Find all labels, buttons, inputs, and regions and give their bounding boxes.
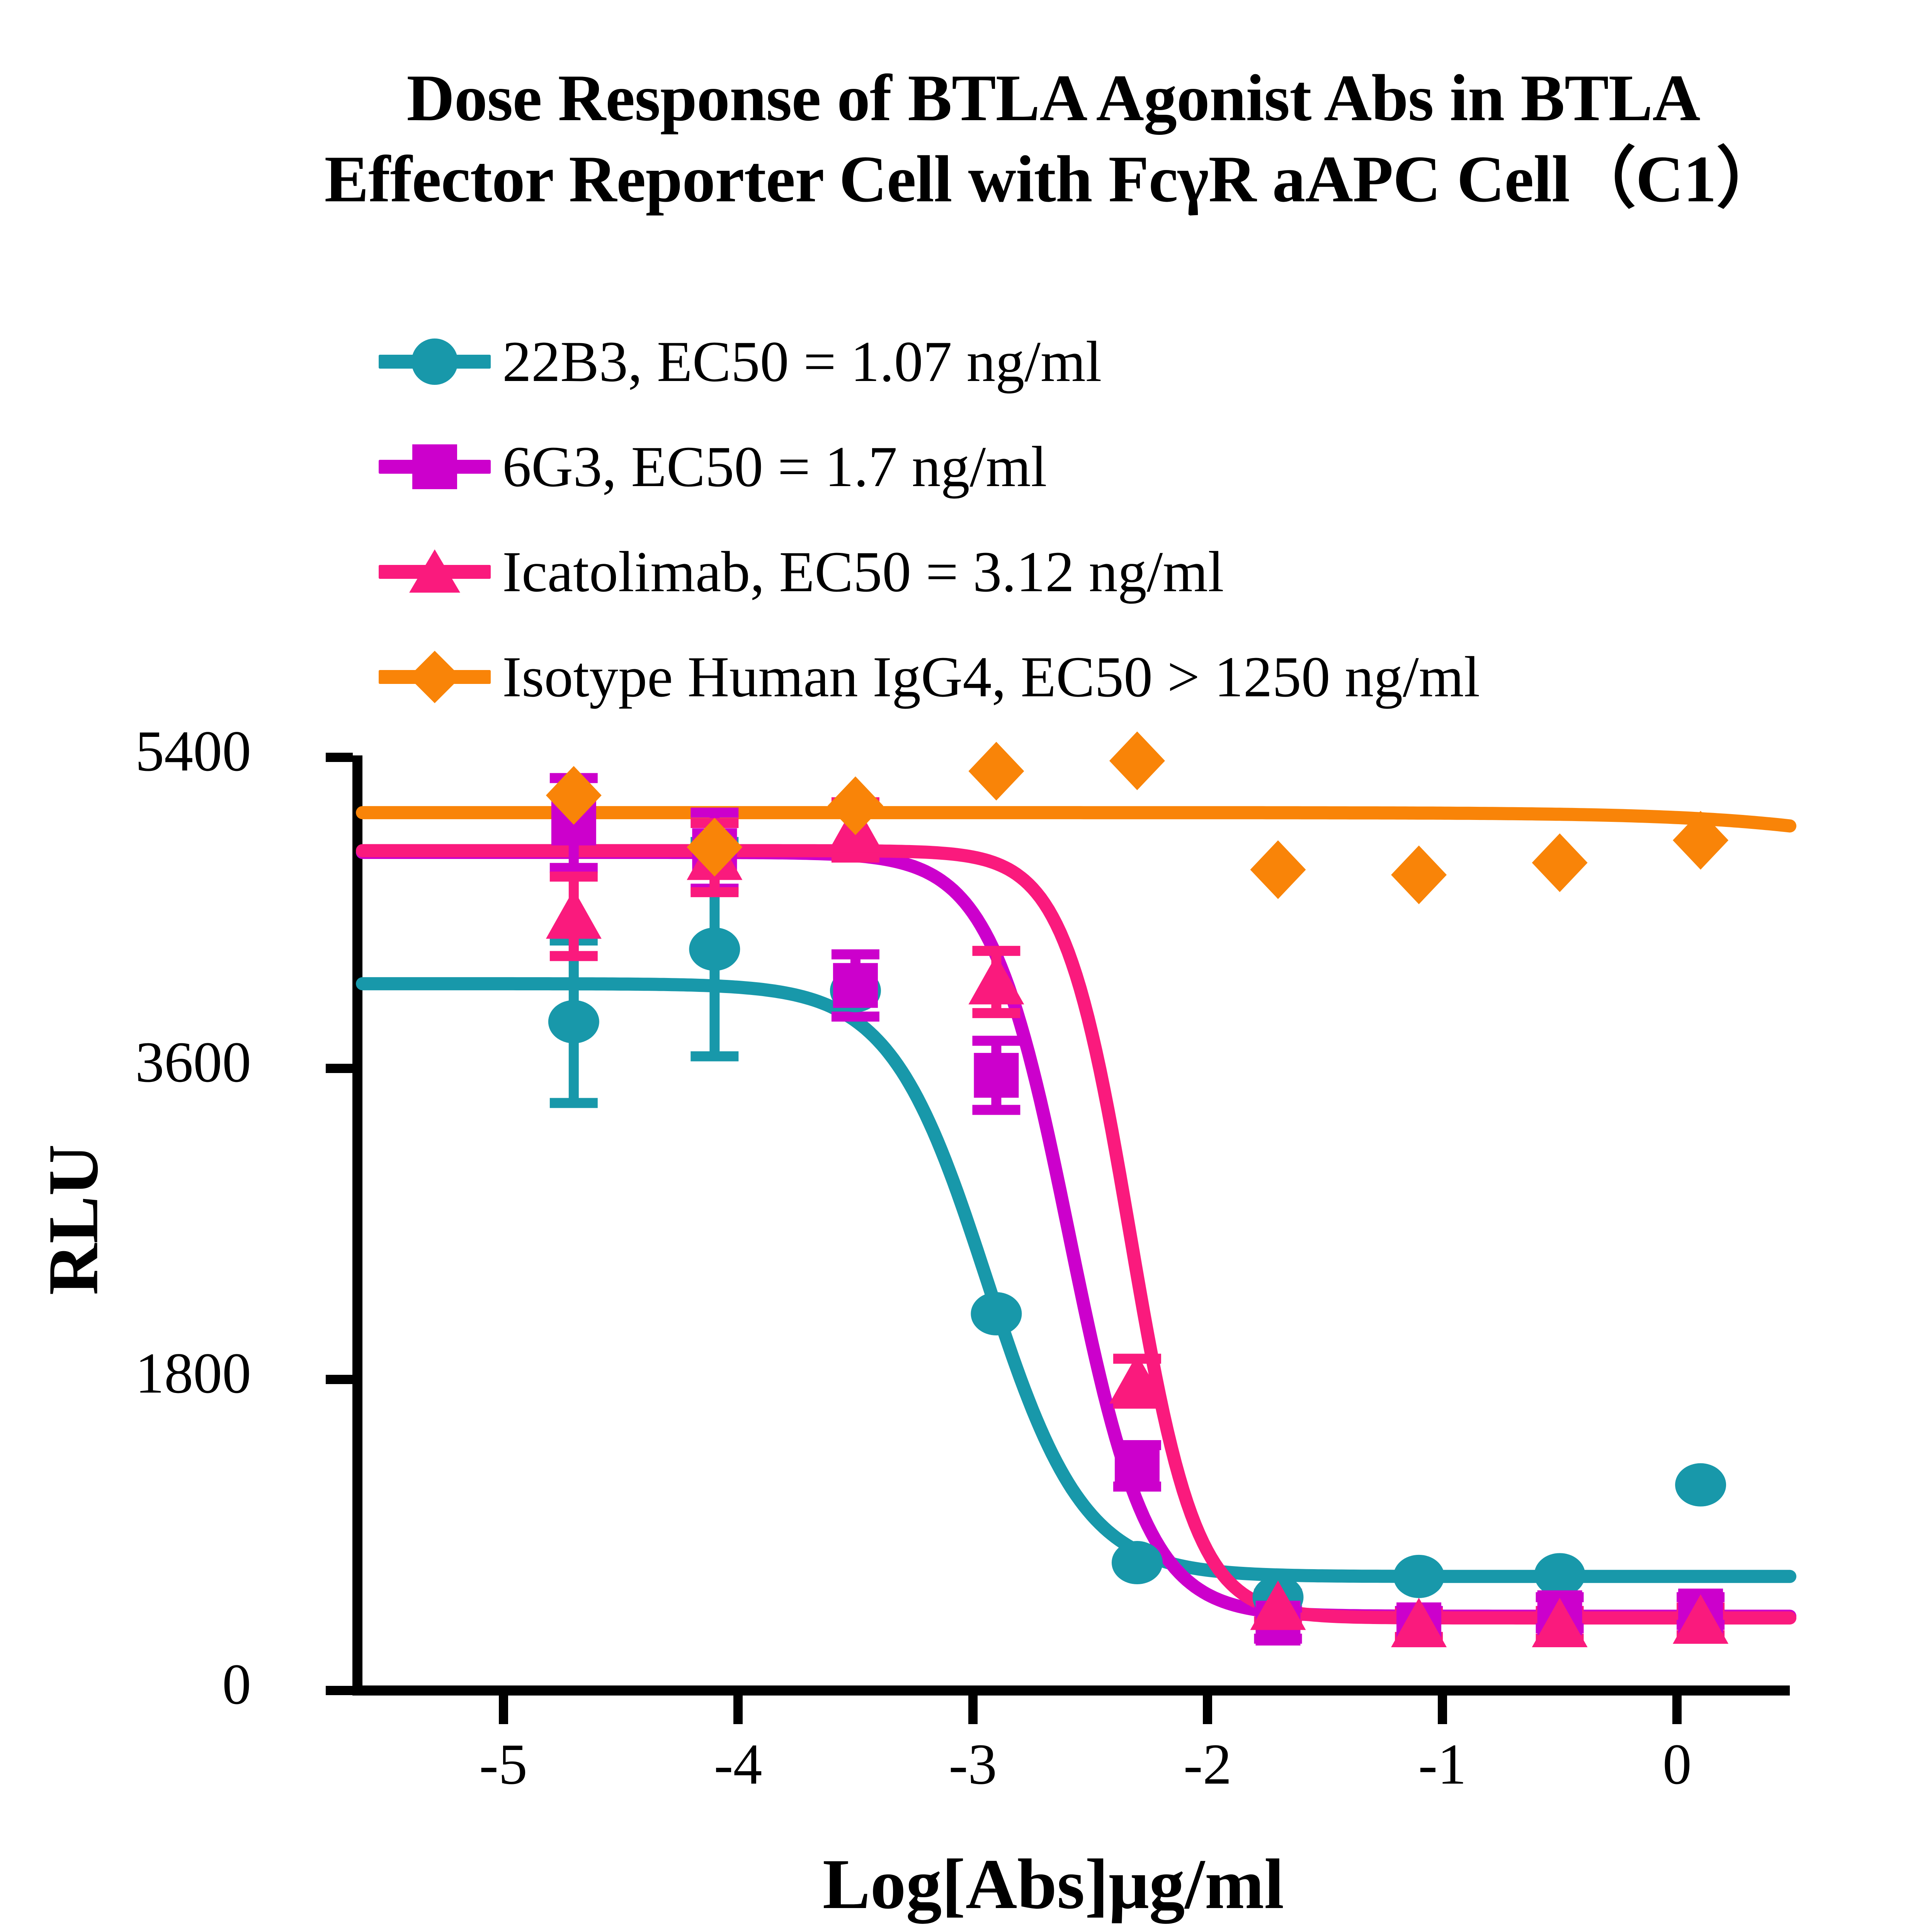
data-point-triangle xyxy=(1391,1598,1447,1648)
x-tick xyxy=(1437,1696,1447,1724)
data-point-triangle xyxy=(1109,1354,1165,1404)
data-point-diamond xyxy=(1391,845,1447,905)
legend-marker-icatolimab xyxy=(379,549,491,593)
data-point-square xyxy=(833,963,878,1008)
data-point-triangle xyxy=(1250,1580,1306,1630)
data-point-circle xyxy=(1675,1463,1726,1507)
x-tick xyxy=(733,1696,743,1724)
legend-label-22b3: 22B3, EC50 = 1.07 ng/ml xyxy=(502,330,1102,394)
data-point-triangle xyxy=(1673,1594,1729,1644)
data-point-square xyxy=(1114,1443,1160,1488)
data-point-square xyxy=(1537,1590,1582,1635)
x-tick-label: -4 xyxy=(714,1732,762,1796)
legend-label-6g3: 6G3, EC50 = 1.7 ng/ml xyxy=(502,435,1047,499)
x-tick xyxy=(498,1696,508,1724)
x-tick-label: -2 xyxy=(1183,1732,1232,1796)
square-icon xyxy=(412,444,457,489)
data-point-square xyxy=(1396,1602,1442,1648)
y-tick-label: 3600 xyxy=(135,1030,251,1094)
chart-title: Dose Response of BTLA Agonist Abs in BTL… xyxy=(0,58,1932,220)
data-point-diamond xyxy=(1109,731,1165,790)
data-point-circle xyxy=(689,927,740,971)
legend-marker-22b3 xyxy=(379,338,491,385)
chart-title-line-1: Dose Response of BTLA Agonist Abs in BTL… xyxy=(406,61,1700,135)
data-point-triangle xyxy=(968,955,1024,1005)
x-tick-label: -3 xyxy=(949,1732,997,1796)
data-point-diamond xyxy=(827,776,883,835)
chart-legend: 22B3, EC50 = 1.07 ng/ml 6G3, EC50 = 1.7 … xyxy=(379,309,1932,730)
y-axis-label: RLU xyxy=(34,1144,113,1295)
legend-label-icatolimab: Icatolimab, EC50 = 3.12 ng/ml xyxy=(502,540,1224,604)
x-tick xyxy=(1203,1696,1213,1724)
y-axis-line xyxy=(352,755,362,1695)
x-tick xyxy=(968,1696,978,1724)
data-point-circle xyxy=(971,1292,1022,1336)
x-tick xyxy=(1672,1696,1682,1724)
data-point-circle xyxy=(548,1000,599,1044)
data-point-diamond xyxy=(1532,833,1588,892)
data-point-diamond xyxy=(1673,811,1729,870)
data-point-triangle xyxy=(687,830,743,880)
data-point-triangle xyxy=(1532,1598,1588,1648)
legend-item-6g3[interactable]: 6G3, EC50 = 1.7 ng/ml xyxy=(379,414,1932,519)
data-point-circle xyxy=(1111,1541,1163,1585)
y-tick xyxy=(326,1686,353,1695)
data-point-diamond xyxy=(546,766,602,825)
legend-label-isotype: Isotype Human IgG4, EC50 > 1250 ng/ml xyxy=(502,645,1480,709)
data-point-circle xyxy=(1252,1575,1304,1619)
chart-title-line-2: Effector Reporter Cell with FcγR aAPC Ce… xyxy=(324,142,1783,216)
data-point-square xyxy=(1678,1588,1723,1634)
legend-item-isotype[interactable]: Isotype Human IgG4, EC50 > 1250 ng/ml xyxy=(379,624,1932,730)
data-point-square xyxy=(551,800,596,845)
x-tick-label: 0 xyxy=(1662,1732,1692,1796)
y-tick-label: 1800 xyxy=(135,1341,251,1405)
data-point-square xyxy=(974,1053,1019,1098)
data-point-diamond xyxy=(968,742,1024,801)
y-tick xyxy=(326,1064,353,1073)
data-point-triangle xyxy=(827,803,883,852)
y-tick xyxy=(326,1375,353,1384)
x-tick-label: -5 xyxy=(479,1732,527,1796)
y-tick xyxy=(326,753,353,762)
legend-marker-6g3 xyxy=(379,444,491,489)
data-point-circle xyxy=(1393,1554,1445,1598)
data-point-square xyxy=(692,828,737,873)
legend-item-22b3[interactable]: 22B3, EC50 = 1.07 ng/ml xyxy=(379,309,1932,414)
data-point-square xyxy=(1255,1600,1301,1646)
y-tick-label: 0 xyxy=(222,1652,251,1716)
legend-item-icatolimab[interactable]: Icatolimab, EC50 = 3.12 ng/ml xyxy=(379,519,1932,624)
x-axis-label: Log[Abs]μg/ml xyxy=(822,1845,1284,1924)
y-tick-label: 5400 xyxy=(135,719,251,783)
x-tick-label: -1 xyxy=(1418,1732,1467,1796)
data-point-diamond xyxy=(687,818,743,877)
data-point-circle xyxy=(830,969,881,1012)
legend-marker-isotype xyxy=(379,651,491,703)
data-point-triangle xyxy=(546,889,602,939)
data-point-diamond xyxy=(1250,840,1306,899)
x-axis-line xyxy=(352,1685,1790,1696)
circle-icon xyxy=(412,338,458,385)
data-point-circle xyxy=(1534,1553,1585,1597)
triangle-icon xyxy=(409,549,460,593)
